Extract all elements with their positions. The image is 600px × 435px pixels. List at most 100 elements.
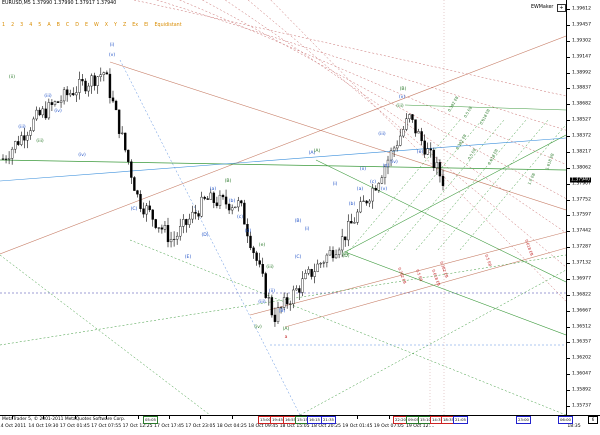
candle-body: [310, 269, 313, 277]
wave-tool-a[interactable]: A: [47, 23, 51, 28]
price-tick: [567, 326, 570, 328]
candle-body: [1, 158, 5, 160]
price-label: 1.36512: [572, 324, 591, 330]
price-plot[interactable]: (i)(ii)(v)(iii)(iv) (A)(B)(C)(D)(E)(iii)(…: [0, 0, 566, 415]
candle-body: [203, 196, 206, 199]
candle-body: [368, 200, 371, 204]
green-dotted-channel: [0, 254, 211, 415]
price-label: 1.37907: [572, 181, 591, 187]
candle-body: [230, 207, 234, 211]
wave-label: (ii): [360, 166, 366, 172]
candle-body: [160, 227, 164, 230]
wave-label: (B): [295, 218, 302, 224]
candle-body: [359, 201, 362, 213]
fan-level-label: 1.618 EB: [544, 152, 555, 170]
green-dotted-channel: [299, 269, 566, 415]
wave-tool-y[interactable]: Y: [114, 23, 117, 28]
price-label: 1.38837: [572, 85, 591, 91]
wave-label: (i): [333, 181, 338, 187]
candle-body: [10, 148, 14, 159]
fan-level-label: 1.0 EB: [526, 172, 536, 186]
red-pitchfork-lower-2: [284, 247, 566, 328]
wave-tool-5[interactable]: 5: [38, 23, 42, 28]
candle-body: [399, 135, 402, 146]
wave-label: (v): [399, 94, 406, 100]
price-label: 1.37597: [572, 212, 591, 218]
price-tick: [567, 136, 570, 138]
candle-body: [148, 205, 151, 211]
candle-body: [328, 250, 332, 256]
wave-label: (a): [357, 186, 364, 192]
candle-body: [441, 175, 445, 186]
symbol-info: EURUSD,M5 1.37990 1.37990 1.37917 1.3794…: [2, 1, 117, 6]
green-pitchfork-handle: [404, 104, 566, 111]
wave-tool-d[interactable]: D: [75, 23, 79, 28]
candle-body: [276, 307, 280, 322]
wave-label: (E): [185, 254, 192, 260]
wave-tool-x[interactable]: X: [104, 23, 109, 28]
wave-tool-w[interactable]: W: [94, 23, 99, 28]
price-label: 1.39612: [572, 6, 591, 12]
green-pitchfork-lower: [344, 251, 566, 336]
candle-body: [438, 162, 442, 177]
wave-tool-z[interactable]: Z: [122, 23, 127, 28]
candle-body: [252, 247, 255, 254]
candle-body: [243, 202, 246, 225]
price-label: 1.38372: [572, 133, 591, 139]
expand-indicator-button[interactable]: +: [557, 4, 566, 12]
copyright-text: MetaTrader 5, © 2001-2011 MetaQuotes Sof…: [2, 417, 126, 422]
candle-body: [353, 222, 356, 224]
wave-tool-equidistant[interactable]: Equidistant: [154, 23, 182, 28]
candle-body: [179, 226, 182, 237]
candle-body: [227, 203, 231, 211]
time-tick: [357, 416, 359, 419]
price-tick: [567, 215, 570, 217]
candle-body: [14, 141, 17, 150]
wave-tool-1[interactable]: 1: [2, 23, 6, 28]
candle-body: [435, 162, 439, 169]
candle-body: [93, 75, 96, 86]
candle-body: [285, 297, 289, 305]
price-tick: [567, 406, 570, 407]
time-label: 18 Oct 15:05: [279, 424, 310, 429]
candle-body: [139, 193, 142, 209]
time-tick: [43, 416, 45, 419]
candle-body: [362, 200, 365, 202]
candle-body: [87, 85, 90, 92]
candle-body: [59, 100, 63, 103]
wave-tool-el[interactable]: El: [144, 23, 149, 28]
fan-level-label: 0.618 EB: [524, 239, 535, 257]
candle-body: [319, 263, 322, 265]
wave-tool-3[interactable]: 3: [20, 23, 24, 28]
candle-body: [408, 114, 411, 119]
wave-tool-ex[interactable]: Ex: [132, 23, 139, 28]
wave-tool-c[interactable]: C: [65, 23, 70, 28]
candle-body: [289, 303, 292, 305]
price-label: 1.38682: [572, 101, 591, 107]
price-label: 1.36047: [572, 371, 591, 377]
red-pitchfork-dotted: [179, 0, 566, 165]
candle-body: [267, 297, 271, 299]
time-label: 19 Oct 01:45: [342, 424, 373, 429]
candle-body: [32, 118, 35, 131]
wave-label: (d): [383, 163, 390, 169]
fan-level-label: 0.618 EB: [486, 148, 499, 166]
price-axis[interactable]: 1.39612 1.39457 1.39302 1.39147 1.38992 1.388…: [566, 0, 600, 415]
wave-label: (B): [279, 308, 286, 314]
red-pitchfork-dotted: [133, 0, 566, 97]
wave-tool-4[interactable]: 4: [29, 23, 33, 28]
candle-body: [65, 89, 69, 96]
time-label: 18 Oct 04:25: [216, 424, 247, 429]
candle-body: [133, 177, 136, 191]
current-price-label: 1.37940: [570, 177, 591, 183]
price-tick: [567, 310, 570, 312]
candle-body: [301, 278, 304, 293]
wave-tool-b[interactable]: B: [56, 23, 60, 28]
wave-tool-e[interactable]: E: [84, 23, 88, 28]
wave-label: a: [285, 335, 288, 340]
price-tick: [567, 167, 570, 169]
candle-body: [392, 147, 396, 151]
wave-tool-2[interactable]: 2: [11, 23, 15, 28]
wave-label: (B): [225, 178, 232, 184]
